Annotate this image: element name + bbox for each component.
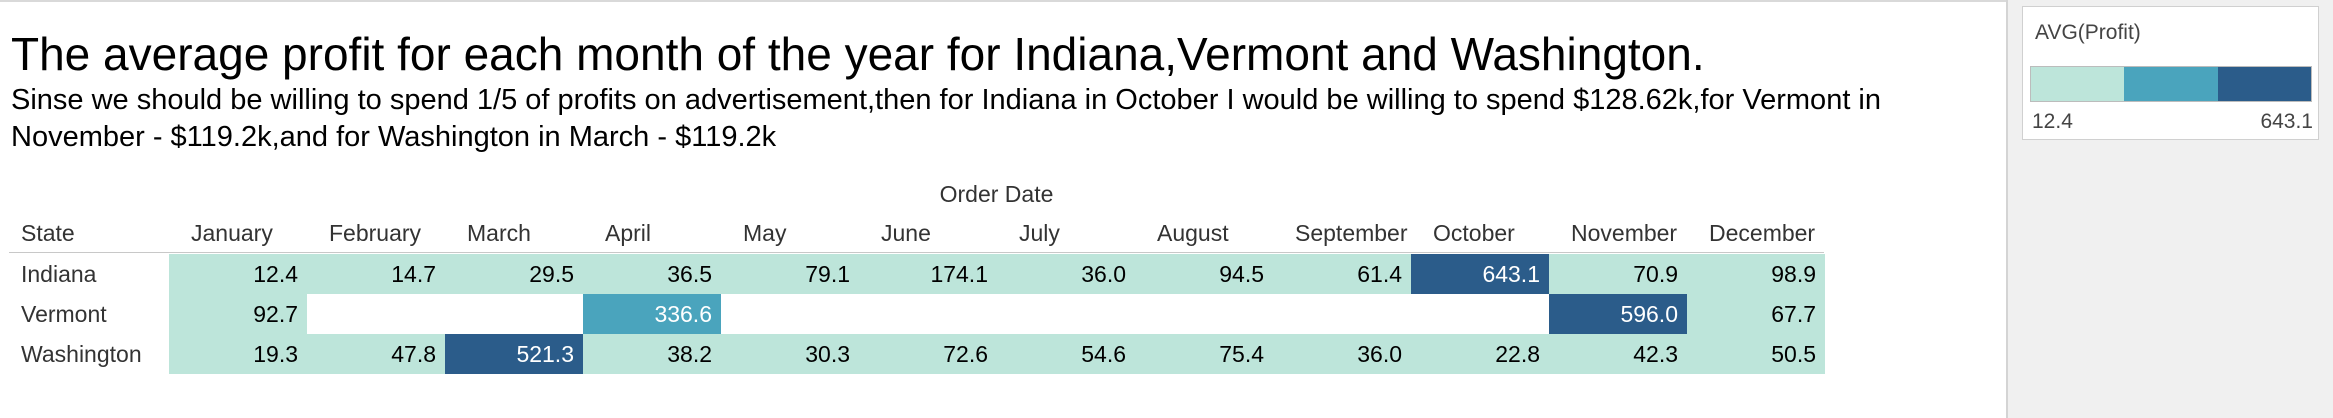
heatmap-cell-vermont-january[interactable]: 92.7 <box>169 294 307 334</box>
heatmap-cell-vermont-november[interactable]: 596.0 <box>1549 294 1687 334</box>
dashboard-title: The average profit for each month of the… <box>11 28 1705 80</box>
col-header-january: January <box>191 220 273 246</box>
heatmap-cell-vermont-april[interactable]: 336.6 <box>583 294 721 334</box>
heatmap-cell-washington-february[interactable]: 47.8 <box>307 334 445 374</box>
col-header-march: March <box>467 220 531 246</box>
dashboard-subtitle: Sinse we should be willing to spend 1/5 … <box>11 84 1882 153</box>
heatmap-cell-washington-june[interactable]: 72.6 <box>859 334 997 374</box>
row-header-title: State <box>21 220 75 246</box>
heatmap-cell-washington-july[interactable]: 54.6 <box>997 334 1135 374</box>
heatmap-cell-washington-october[interactable]: 22.8 <box>1411 334 1549 374</box>
col-header-october: October <box>1433 220 1515 246</box>
heatmap-cell-indiana-april[interactable]: 36.5 <box>583 254 721 294</box>
heatmap-cell-washington-august[interactable]: 75.4 <box>1135 334 1273 374</box>
column-group-title: Order Date <box>939 181 1054 207</box>
dashboard: The average profit for each month of the… <box>0 0 2006 374</box>
heatmap-cell-indiana-august[interactable]: 94.5 <box>1135 254 1273 294</box>
heatmap-cell-indiana-september[interactable]: 61.4 <box>1273 254 1411 294</box>
heatmap-cell-washington-april[interactable]: 38.2 <box>583 334 721 374</box>
legend-color-ramp <box>2030 66 2312 102</box>
legend-step-low <box>2031 67 2125 101</box>
header-divider <box>9 252 1824 253</box>
heatmap-cell-indiana-march[interactable]: 29.5 <box>445 254 583 294</box>
col-header-august: August <box>1157 220 1229 246</box>
heatmap-cell-washington-november[interactable]: 42.3 <box>1549 334 1687 374</box>
legend-title: AVG(Profit) <box>2035 21 2141 44</box>
col-header-april: April <box>605 220 652 246</box>
row-label-vermont: Vermont <box>21 301 107 327</box>
col-header-february: February <box>329 220 422 246</box>
heatmap-cell-indiana-december[interactable]: 98.9 <box>1687 254 1825 294</box>
heatmap-cell-indiana-february[interactable]: 14.7 <box>307 254 445 294</box>
heatmap-cell-indiana-november[interactable]: 70.9 <box>1549 254 1687 294</box>
legend-max-label: 643.1 <box>2260 110 2313 133</box>
row-label-indiana: Indiana <box>21 261 97 287</box>
col-header-november: November <box>1571 220 1678 246</box>
heatmap-cell-washington-september[interactable]: 36.0 <box>1273 334 1411 374</box>
heatmap-cell-vermont-december[interactable]: 67.7 <box>1687 294 1825 334</box>
col-header-december: December <box>1709 220 1816 246</box>
col-header-june: June <box>881 220 931 246</box>
legend-step-mid <box>2124 67 2218 101</box>
heatmap-cell-washington-may[interactable]: 30.3 <box>721 334 859 374</box>
heatmap-cell-washington-march[interactable]: 521.3 <box>445 334 583 374</box>
col-header-september: September <box>1295 220 1408 246</box>
col-header-july: July <box>1019 220 1060 246</box>
heatmap-cell-washington-december[interactable]: 50.5 <box>1687 334 1825 374</box>
legend-min-label: 12.4 <box>2032 110 2073 133</box>
legend-step-high <box>2217 67 2311 101</box>
heatmap-cell-indiana-may[interactable]: 79.1 <box>721 254 859 294</box>
row-label-washington: Washington <box>21 341 142 367</box>
heatmap-cell-indiana-june[interactable]: 174.1 <box>859 254 997 294</box>
col-header-may: May <box>743 220 787 246</box>
heatmap-cell-indiana-october[interactable]: 643.1 <box>1411 254 1549 294</box>
color-legend: AVG(Profit) 12.4 643.1 <box>2022 6 2319 140</box>
heatmap-cell-indiana-july[interactable]: 36.0 <box>997 254 1135 294</box>
heatmap-cell-washington-january[interactable]: 19.3 <box>169 334 307 374</box>
heatmap-cell-indiana-january[interactable]: 12.4 <box>169 254 307 294</box>
